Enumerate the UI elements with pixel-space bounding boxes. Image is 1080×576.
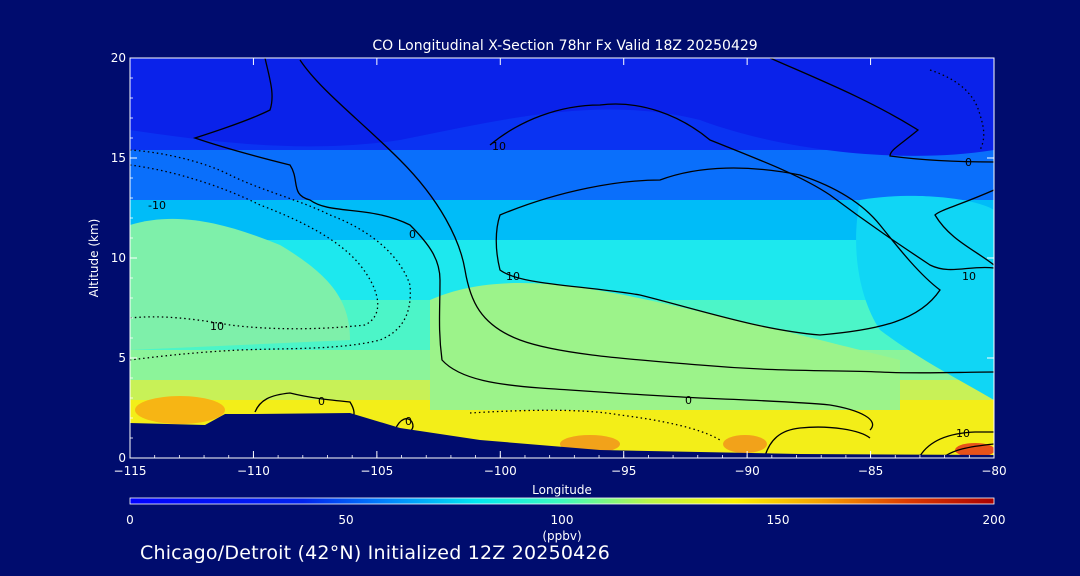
x-tick-label: −85 [858, 464, 883, 478]
terrain [130, 413, 994, 458]
contour-label: 0 [685, 394, 692, 407]
contour-line-dotted [130, 149, 411, 361]
y-tick-label: 0 [118, 451, 126, 465]
x-tick-label: −95 [611, 464, 636, 478]
x-tick-label: −100 [484, 464, 517, 478]
y-tick-label: 15 [111, 151, 126, 165]
y-tick-label: 10 [111, 251, 126, 265]
contour-line [769, 58, 994, 163]
colorbar-ticks: 0 50 100 150 200 [126, 513, 1005, 527]
colorbar-tick-label: 50 [338, 513, 353, 527]
x-tick-label: −110 [237, 464, 270, 478]
contour-label: 10 [962, 270, 976, 283]
contour-label: 10 [956, 427, 970, 440]
x-axis: −115 −110 −105 −100 −95 −90 −85 −80 [114, 58, 1007, 478]
contour-labels: 0 0 0 0 0 10 10 10 10 10 -10 [148, 140, 976, 440]
x-tick-label: −115 [114, 464, 147, 478]
y-axis-label: Altitude (km) [87, 219, 101, 298]
contour-line [764, 426, 871, 457]
contour-label: 10 [210, 320, 224, 333]
chart-title: CO Longitudinal X-Section 78hr Fx Valid … [372, 38, 757, 54]
x-tick-label: −90 [734, 464, 759, 478]
contour-label: -10 [148, 199, 166, 212]
contour-lines [130, 58, 994, 457]
x-tick-label: −80 [981, 464, 1006, 478]
colorbar-tick-label: 200 [983, 513, 1006, 527]
contour-line [254, 392, 355, 421]
x-axis-label: Longitude [532, 483, 592, 497]
contour-line-dotted [929, 69, 985, 151]
color-band [130, 218, 350, 350]
y-axis: 0 5 10 15 20 [111, 51, 994, 465]
contour-label: 0 [965, 156, 972, 169]
contour-line [934, 189, 994, 266]
colorbar-tick-label: 0 [126, 513, 134, 527]
color-band [130, 58, 994, 156]
y-tick-label: 20 [111, 51, 126, 65]
color-band [856, 195, 994, 400]
contour-line [489, 103, 994, 271]
contour-label: 10 [506, 270, 520, 283]
color-band [723, 435, 767, 453]
footer-caption: Chicago/Detroit (42°N) Initialized 12Z 2… [140, 542, 611, 564]
contour-line [919, 431, 994, 457]
contour-label: 0 [409, 228, 416, 241]
colorbar-tick-label: 150 [767, 513, 790, 527]
colorbar-label: (ppbv) [542, 529, 581, 543]
colorbar-tick-label: 100 [551, 513, 574, 527]
contour-line [192, 58, 874, 431]
contour-line [495, 167, 941, 336]
plot-area: 0 0 0 0 0 10 10 10 10 10 -10 [130, 58, 994, 458]
contour-label: 0 [405, 415, 412, 428]
color-band [135, 396, 225, 424]
color-band [430, 283, 900, 410]
contour-line-dotted [469, 409, 721, 441]
y-tick-label: 5 [118, 351, 126, 365]
contour-line [299, 59, 994, 374]
contour-line [944, 443, 994, 457]
contour-label: 10 [492, 140, 506, 153]
colorbar [129, 497, 995, 505]
color-band [955, 443, 994, 457]
contour-label: 0 [318, 395, 325, 408]
x-tick-label: −105 [360, 464, 393, 478]
